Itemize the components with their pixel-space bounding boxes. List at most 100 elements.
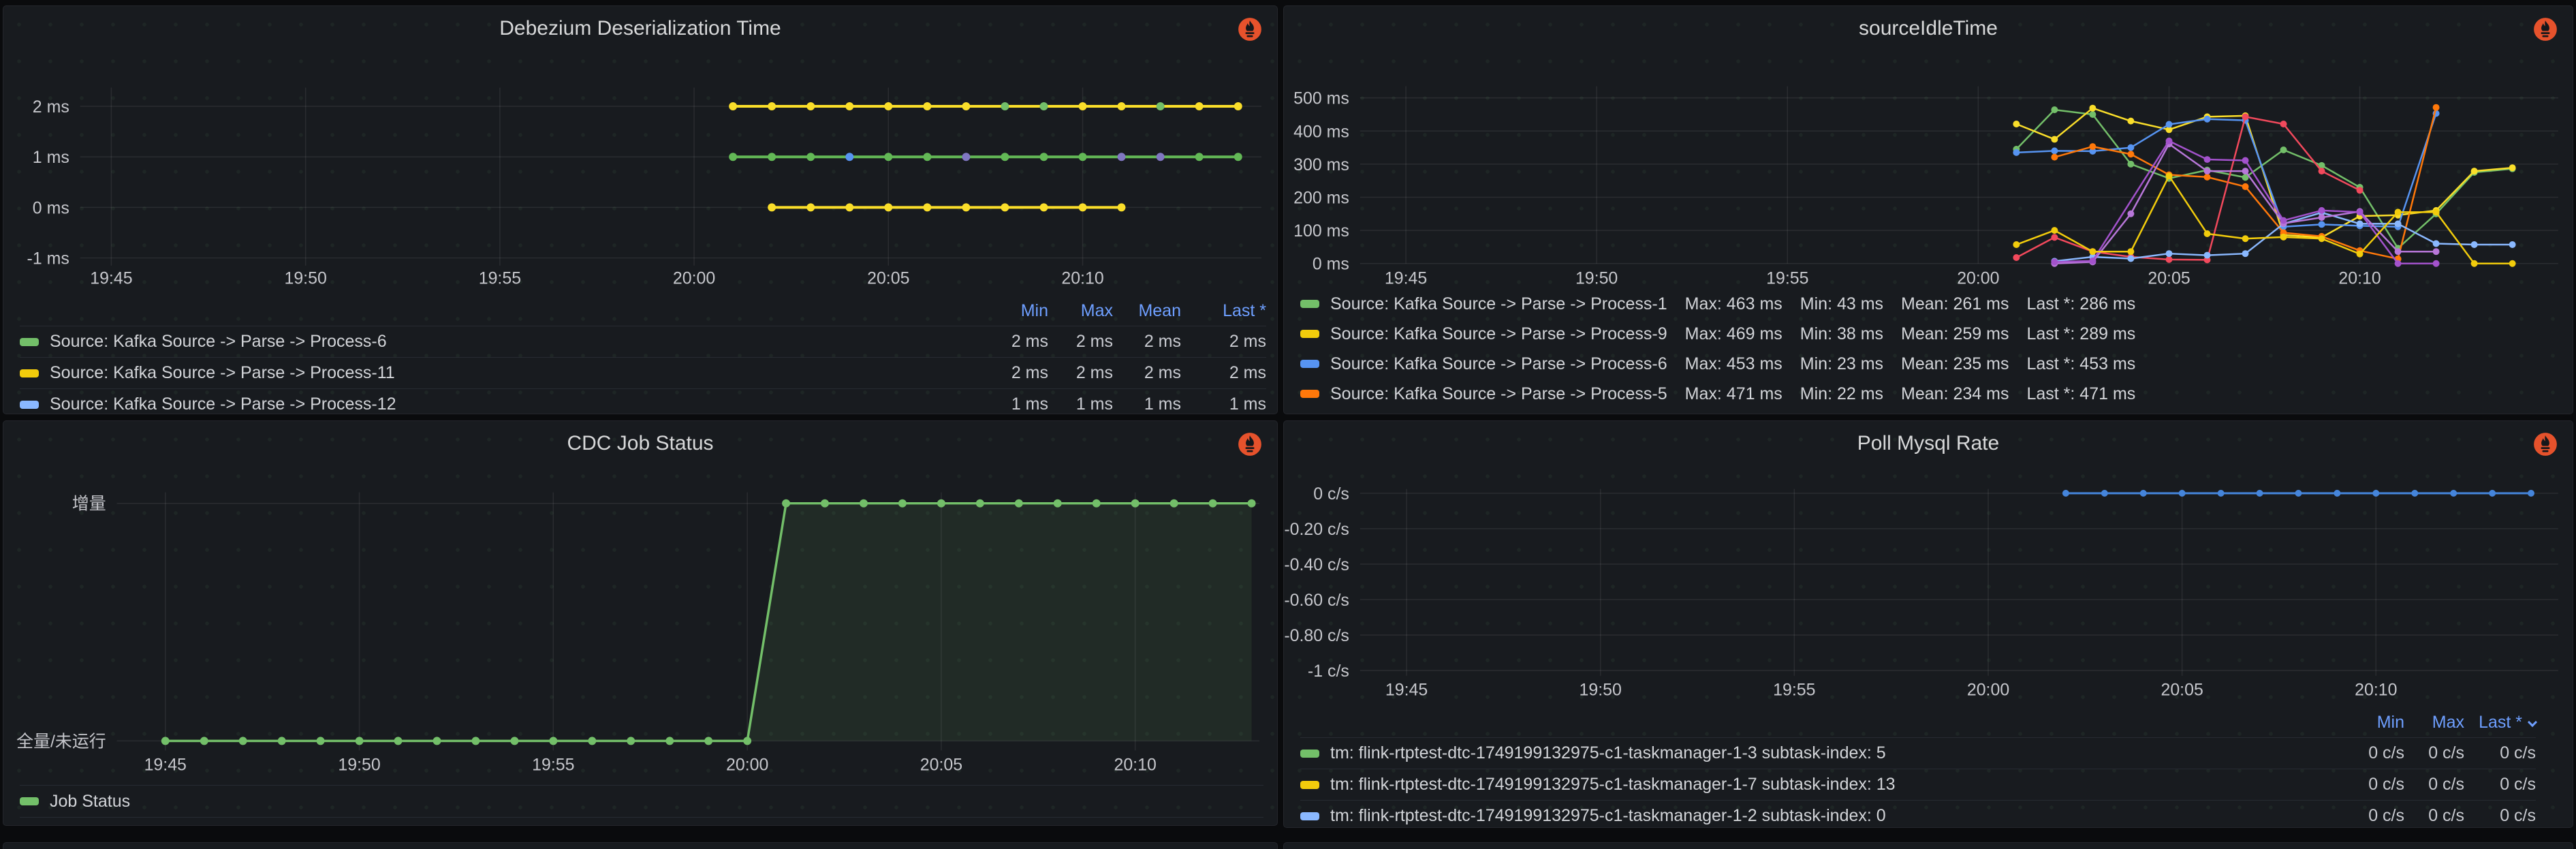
svg-text:400 ms: 400 ms <box>1293 122 1349 141</box>
legend-stat-value: 2 ms <box>1144 363 1181 382</box>
svg-text:19:45: 19:45 <box>1385 269 1427 288</box>
legend-list: Source: Kafka Source -> Parse -> Process… <box>1300 289 2562 409</box>
svg-text:200 ms: 200 ms <box>1293 188 1349 207</box>
svg-text:19:50: 19:50 <box>338 755 380 774</box>
legend-series-label[interactable]: Source: Kafka Source -> Parse -> Process… <box>50 395 396 414</box>
legend-stat-value: Min: 43 ms <box>1800 294 1884 313</box>
panel-title[interactable]: Poll Mysql Rate <box>1857 432 2000 454</box>
axis-tick-labels: 19:45 19:50 19:55 20:00 20:05 20:10 0 c/s -0.20… <box>1284 484 2397 700</box>
svg-text:20:10: 20:10 <box>1061 269 1103 288</box>
legend-series-label[interactable]: tm: flink-rtptest-dtc-1749199132975-c1-t… <box>1330 775 1896 794</box>
svg-text:19:50: 19:50 <box>1580 681 1622 700</box>
panel-poll-mysql-rate: 19:45 19:50 19:55 20:00 20:05 20:10 0 c/s -0.20… <box>1283 420 2573 828</box>
legend-sort-mean[interactable]: Mean <box>1138 300 1181 320</box>
svg-text:300 ms: 300 ms <box>1293 155 1349 174</box>
panel-title[interactable]: CDC Job Status <box>567 432 714 454</box>
legend-table: Min Max Last * tm: flink-rtptest-dtc-174919… <box>1300 707 2538 831</box>
legend-row: Source: Kafka Source -> Parse -> Process… <box>20 326 1266 357</box>
panel-debezium-deserialization-time: 19:45 19:50 19:55 20:00 20:05 20:10 2 ms 1 ms 0 … <box>3 5 1278 414</box>
legend-series-label[interactable]: Source: Kafka Source -> Parse -> Process… <box>1330 384 1667 403</box>
svg-text:20:05: 20:05 <box>920 755 962 774</box>
svg-text:19:50: 19:50 <box>284 269 326 288</box>
panel-cdc-job-status: 19:45 19:50 19:55 20:00 20:05 20:10 增量 全量/未运行 C… <box>3 420 1278 826</box>
series-color-chip <box>20 400 39 409</box>
svg-text:-0.20 c/s: -0.20 c/s <box>1284 520 1349 539</box>
legend-stat-value: 2 ms <box>1011 363 1048 382</box>
svg-text:-0.80 c/s: -0.80 c/s <box>1284 626 1349 645</box>
svg-text:0 c/s: 0 c/s <box>1313 484 1349 504</box>
legend-stat-value: Last *: 286 ms <box>2026 294 2136 313</box>
source-idle-time-chart: 19:45 19:50 19:55 20:00 20:05 20:10 0 ms 100 ms… <box>1293 86 2558 288</box>
svg-text:19:45: 19:45 <box>1385 681 1428 700</box>
legend-series-label[interactable]: Source: Kafka Source -> Parse -> Process… <box>1330 354 1667 373</box>
prometheus-icon[interactable] <box>2533 432 2558 457</box>
series-series-red <box>2013 113 2363 264</box>
legend-series-label[interactable]: Job Status <box>50 791 131 811</box>
legend-sort-last[interactable]: Last * <box>1223 300 1266 320</box>
legend-series-label[interactable]: Source: Kafka Source -> Parse -> Process… <box>50 332 387 351</box>
legend-series-label[interactable]: Source: Kafka Source -> Parse -> Process… <box>1330 294 1667 313</box>
legend-stat-value: 1 ms <box>1011 395 1048 414</box>
series-color-chip <box>1300 749 1319 758</box>
legend-stat-value: 1 ms <box>1229 395 1266 414</box>
legend-stat-value: Last *: 453 ms <box>2026 354 2136 373</box>
prometheus-icon[interactable] <box>1238 17 1262 42</box>
svg-text:-1 c/s: -1 c/s <box>1308 662 1349 681</box>
svg-text:-0.40 c/s: -0.40 c/s <box>1284 555 1349 574</box>
legend-sort-max[interactable]: Max <box>1080 300 1113 320</box>
svg-text:2 ms: 2 ms <box>33 97 69 117</box>
legend-stat-value: 0 c/s <box>2428 775 2464 794</box>
legend-row: Source: Kafka Source -> Parse -> Process… <box>1300 379 2562 409</box>
axis-tick-labels: 19:45 19:50 19:55 20:00 20:05 20:10 2 ms 1 ms 0 … <box>27 97 1104 288</box>
legend-stat-value: 0 c/s <box>2368 806 2404 825</box>
legend-series-label[interactable]: Source: Kafka Source -> Parse -> Process… <box>50 363 395 382</box>
legend-series-label[interactable]: tm: flink-rtptest-dtc-1749199132975-c1-t… <box>1330 743 1886 762</box>
legend-sort-min[interactable]: Min <box>2376 712 2404 732</box>
legend-sort-min[interactable]: Min <box>1020 300 1048 320</box>
legend-stat-value: Min: 38 ms <box>1800 324 1884 343</box>
legend-header: Min Max Last * <box>1300 707 2538 737</box>
legend-stat-value: Max: 453 ms <box>1684 354 1782 373</box>
panel-title[interactable]: Debezium Deserialization Time <box>499 17 781 40</box>
legend-series-label[interactable]: tm: flink-rtptest-dtc-1749199132975-c1-t… <box>1330 806 1886 825</box>
chevron-down-icon <box>2527 717 2538 727</box>
prometheus-icon[interactable] <box>2533 17 2558 42</box>
svg-text:0 ms: 0 ms <box>1313 255 1349 274</box>
gridlines <box>80 87 1261 266</box>
svg-text:20:00: 20:00 <box>1957 269 1999 288</box>
legend-row: Source: Kafka Source -> Parse -> Process… <box>1300 289 2562 319</box>
svg-text:20:00: 20:00 <box>1967 681 2009 700</box>
series-process-5 <box>2051 104 2440 262</box>
legend-stat-value: 2 ms <box>1011 332 1048 351</box>
panel-source-idle-time: 19:45 19:50 19:55 20:00 20:05 20:10 0 ms 100 ms… <box>1283 5 2573 414</box>
svg-text:-1 ms: -1 ms <box>27 249 69 268</box>
legend-stat-value: 0 c/s <box>2428 743 2464 762</box>
legend-row: Source: Kafka Source -> Parse -> Process… <box>1300 349 2562 379</box>
svg-text:19:45: 19:45 <box>90 269 132 288</box>
legend-stat-value: 2 ms <box>1229 332 1266 351</box>
legend-row: Source: Kafka Source -> Parse -> Process… <box>20 388 1266 420</box>
series-color-chip <box>20 337 39 346</box>
legend-series-label[interactable]: Source: Kafka Source -> Parse -> Process… <box>1330 324 1667 343</box>
prometheus-icon[interactable] <box>1238 432 1262 457</box>
svg-text:全量/未运行: 全量/未运行 <box>16 732 106 751</box>
svg-text:19:55: 19:55 <box>532 755 574 774</box>
svg-text:500 ms: 500 ms <box>1293 89 1349 108</box>
legend-stat-value: Max: 469 ms <box>1684 324 1782 343</box>
svg-text:100 ms: 100 ms <box>1293 221 1349 241</box>
next-row-panel-edge <box>1283 842 2573 849</box>
legend-row: Job Status <box>20 785 1263 818</box>
legend-stat-value: 2 ms <box>1229 363 1266 382</box>
svg-text:19:45: 19:45 <box>144 755 187 774</box>
legend-stat-value: Mean: 261 ms <box>1901 294 2009 313</box>
legend-stat-value: 2 ms <box>1075 332 1113 351</box>
legend-sort-max[interactable]: Max <box>2432 712 2464 732</box>
panel-title[interactable]: sourceIdleTime <box>1859 17 1998 40</box>
legend-sort-last[interactable]: Last * <box>2464 713 2538 732</box>
legend-stat-value: Max: 463 ms <box>1684 294 1782 313</box>
gridlines <box>1360 86 2558 264</box>
svg-text:0 ms: 0 ms <box>33 198 69 217</box>
svg-text:19:55: 19:55 <box>479 269 521 288</box>
